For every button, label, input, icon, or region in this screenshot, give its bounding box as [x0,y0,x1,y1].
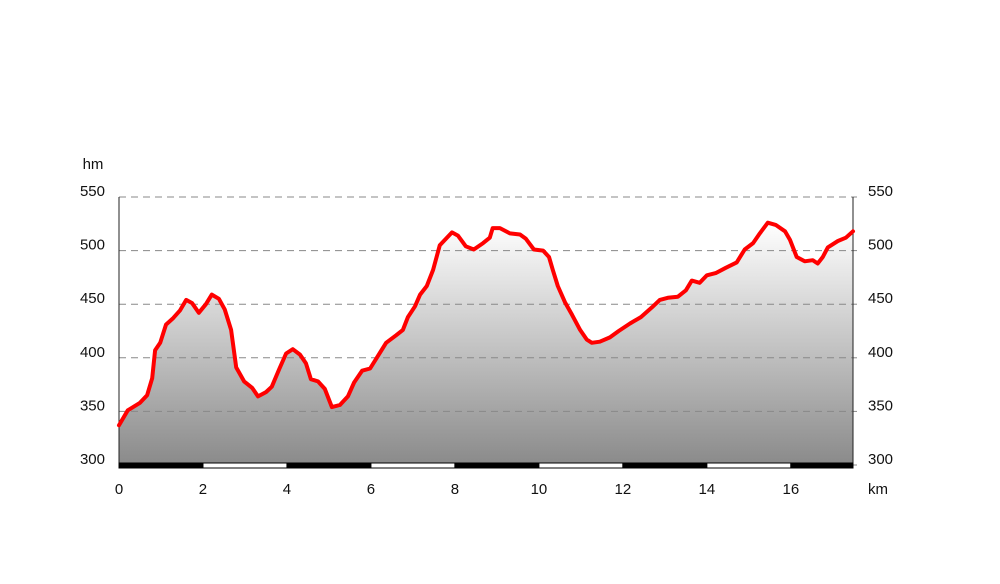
x-tick-label: 10 [531,481,548,498]
scale-segment [622,462,708,469]
y-axis-label: hm [83,156,104,173]
x-tick-label: 0 [115,481,123,498]
elevation-line [117,220,855,428]
x-tick-label: 2 [199,481,207,498]
y-tick-label: 400 [80,344,105,361]
y2-tick-label: 450 [868,290,893,307]
scale-segment [118,462,204,469]
scale-segment [202,462,288,469]
x-tick-label: 12 [615,481,632,498]
y2-tick-label: 500 [868,237,893,254]
y-tick-label: 450 [80,290,105,307]
x-tick-label: 4 [283,481,291,498]
area-fill [119,222,853,465]
x-tick-label: 16 [783,481,800,498]
scale-segment [454,462,540,469]
scale-segment [286,462,372,469]
y-tick-label: 350 [80,397,105,414]
x-tick-label: 14 [699,481,716,498]
scale-segment [370,462,456,469]
x-tick-label: 8 [451,481,459,498]
y2-tick-label: 300 [868,451,893,468]
x-axis-label: km [868,481,888,498]
scale-segment [790,462,854,469]
x-tick-label: 6 [367,481,375,498]
y-tick-label: 300 [80,451,105,468]
scale-segment [538,462,624,469]
y2-tick-label: 400 [868,344,893,361]
y-tick-label: 550 [80,183,105,200]
y2-tick-label: 350 [868,397,893,414]
scale-segment [706,462,792,469]
y2-tick-label: 550 [868,183,893,200]
y-tick-label: 500 [80,237,105,254]
